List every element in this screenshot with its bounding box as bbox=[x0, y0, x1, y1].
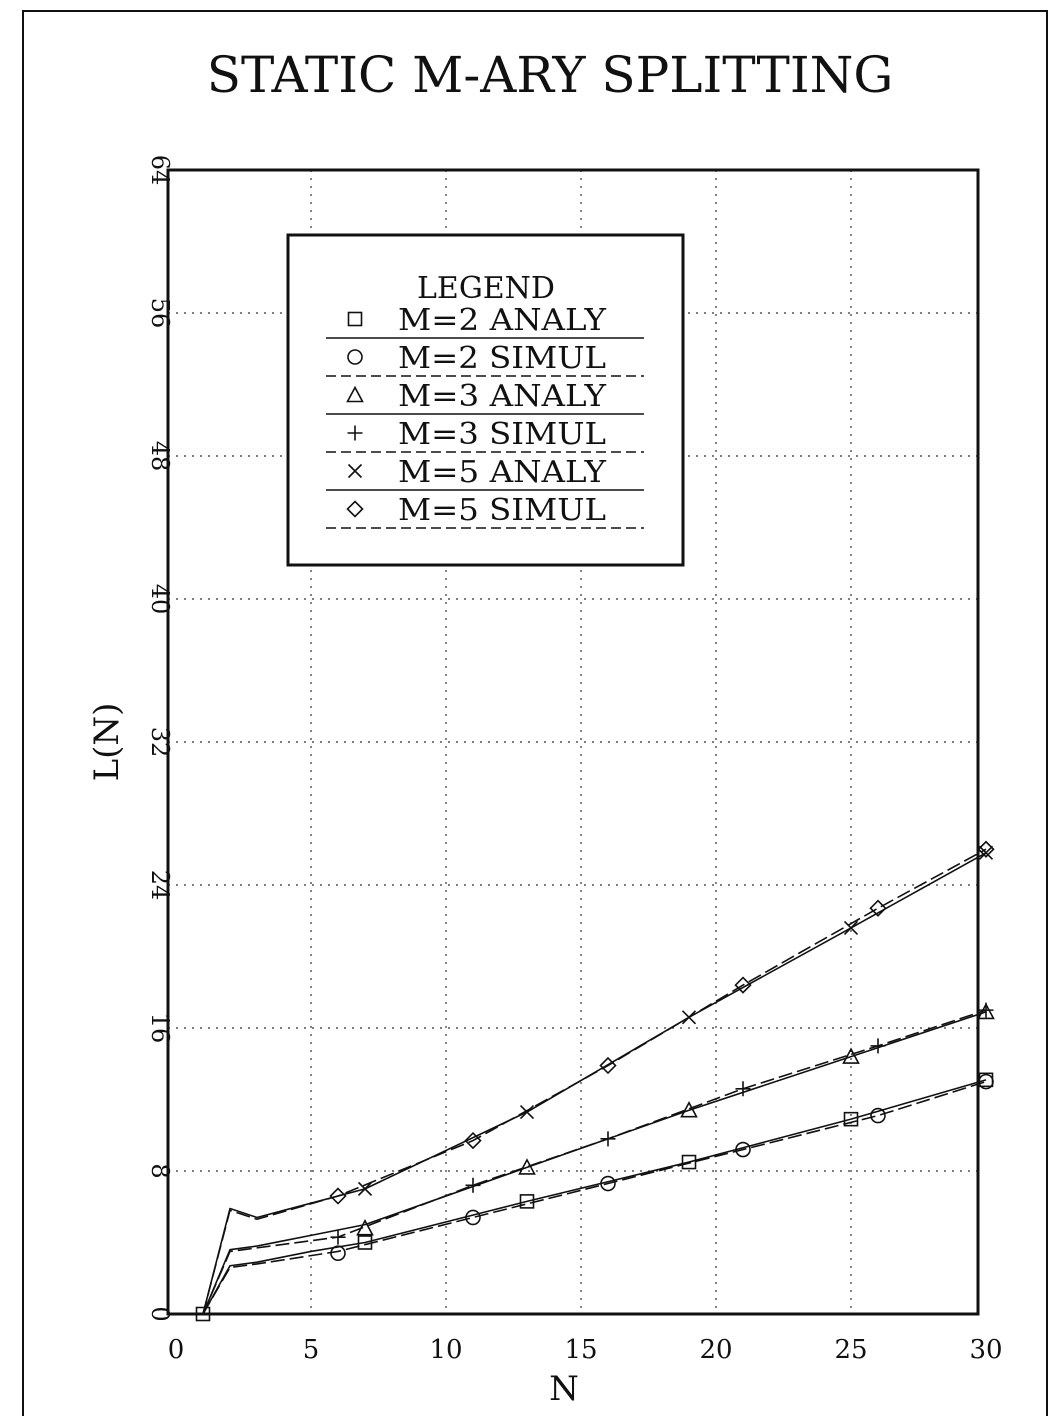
grid-lines bbox=[168, 170, 978, 1314]
data-point-diamond bbox=[977, 840, 995, 858]
legend-marker-plus bbox=[347, 425, 363, 441]
series-triangle bbox=[202, 1002, 995, 1315]
series-line-triangle bbox=[202, 1011, 987, 1315]
data-point-triangle bbox=[518, 1158, 536, 1175]
legend-entry: M=2 SIMUL bbox=[326, 341, 644, 377]
legend-entry: M=3 ANALY bbox=[326, 379, 644, 415]
series-plus bbox=[202, 1002, 994, 1315]
data-point-plus bbox=[330, 1229, 346, 1245]
data-point-square bbox=[195, 1306, 211, 1322]
series-cross bbox=[202, 845, 994, 1315]
y-tick-label: 56 bbox=[146, 298, 174, 329]
legend-label: M=5 ANALY bbox=[398, 455, 607, 490]
x-tick-label: 30 bbox=[969, 1335, 1002, 1365]
data-point-circle bbox=[870, 1107, 886, 1124]
legend-marker-square bbox=[347, 311, 363, 327]
data-point-diamond bbox=[464, 1131, 482, 1150]
y-tick-label: 8 bbox=[146, 1163, 174, 1178]
data-point-plus bbox=[870, 1038, 886, 1054]
data-point-square bbox=[843, 1111, 859, 1127]
legend-entry: M=5 SIMUL bbox=[326, 493, 644, 529]
data-point-diamond bbox=[599, 1056, 617, 1075]
data-point-circle bbox=[330, 1245, 346, 1262]
legend-label: M=3 SIMUL bbox=[398, 417, 606, 452]
y-tick-label: 32 bbox=[146, 727, 174, 758]
x-tick-label: 25 bbox=[834, 1335, 867, 1365]
legend-marker-triangle bbox=[346, 385, 364, 403]
x-tick-label: 5 bbox=[303, 1335, 320, 1365]
data-point-plus bbox=[600, 1131, 616, 1147]
plot-area-border bbox=[166, 168, 980, 1316]
data-point-triangle bbox=[680, 1101, 698, 1118]
data-point-circle bbox=[978, 1073, 994, 1090]
legend-label: M=2 SIMUL bbox=[398, 341, 606, 376]
data-point-cross bbox=[978, 845, 994, 860]
legend-entry: M=2 ANALY bbox=[326, 303, 644, 339]
legend-title: LEGEND bbox=[417, 271, 555, 306]
data-point-cross bbox=[357, 1181, 373, 1196]
x-tick-label: 20 bbox=[699, 1335, 732, 1365]
series-line-square bbox=[202, 1079, 987, 1315]
data-point-cross bbox=[519, 1104, 535, 1120]
data-point-diamond bbox=[869, 899, 887, 917]
series-circle bbox=[202, 1073, 994, 1315]
legend-entry: M=3 SIMUL bbox=[326, 417, 644, 453]
legend-marker-circle bbox=[347, 349, 363, 365]
data-point-triangle bbox=[842, 1047, 860, 1064]
chart-title: STATIC M-ARY SPLITTING bbox=[207, 46, 894, 104]
data-point-square bbox=[519, 1194, 535, 1209]
series-line-plus bbox=[202, 1009, 987, 1315]
data-point-circle bbox=[735, 1141, 751, 1158]
tick-labels: 0 5 10 15 20 25 30 0 8 16 24 32 40 48 56 64 bbox=[146, 155, 1003, 1365]
data-point-cross bbox=[843, 920, 859, 935]
data-point-diamond bbox=[734, 976, 752, 994]
data-point-circle bbox=[600, 1175, 616, 1192]
legend-entry: M=5 ANALY bbox=[326, 455, 644, 491]
x-tick-label: 15 bbox=[564, 1335, 597, 1365]
y-tick-label: 48 bbox=[146, 441, 174, 472]
data-point-plus bbox=[465, 1177, 481, 1193]
legend-label: M=2 ANALY bbox=[398, 303, 607, 338]
series-line-cross bbox=[202, 852, 987, 1315]
x-tick-label: 0 bbox=[168, 1335, 185, 1365]
y-tick-label: 40 bbox=[146, 584, 174, 615]
legend-marker-cross bbox=[347, 463, 363, 479]
data-point-square bbox=[681, 1154, 697, 1170]
series-layer bbox=[195, 840, 995, 1322]
x-axis-label: N bbox=[549, 1369, 579, 1409]
figure-frame bbox=[22, 10, 1048, 1416]
y-axis-label: L(N) bbox=[87, 703, 127, 782]
legend-label: M=5 SIMUL bbox=[398, 493, 606, 528]
y-tick-label: 24 bbox=[146, 870, 174, 901]
legend-box bbox=[286, 233, 685, 567]
series-line-circle bbox=[202, 1080, 987, 1315]
y-tick-label: 0 bbox=[146, 1306, 174, 1321]
data-point-plus bbox=[735, 1081, 751, 1097]
legend-marker-diamond bbox=[346, 500, 364, 518]
legend-label: M=3 ANALY bbox=[398, 379, 607, 414]
series-line-diamond bbox=[202, 848, 987, 1315]
x-tick-label: 10 bbox=[429, 1335, 462, 1365]
y-tick-label: 64 bbox=[146, 155, 174, 186]
y-tick-label: 16 bbox=[146, 1013, 174, 1044]
data-point-diamond bbox=[329, 1187, 347, 1205]
data-point-circle bbox=[465, 1209, 481, 1226]
series-diamond bbox=[202, 840, 995, 1315]
data-point-plus bbox=[978, 1002, 994, 1018]
